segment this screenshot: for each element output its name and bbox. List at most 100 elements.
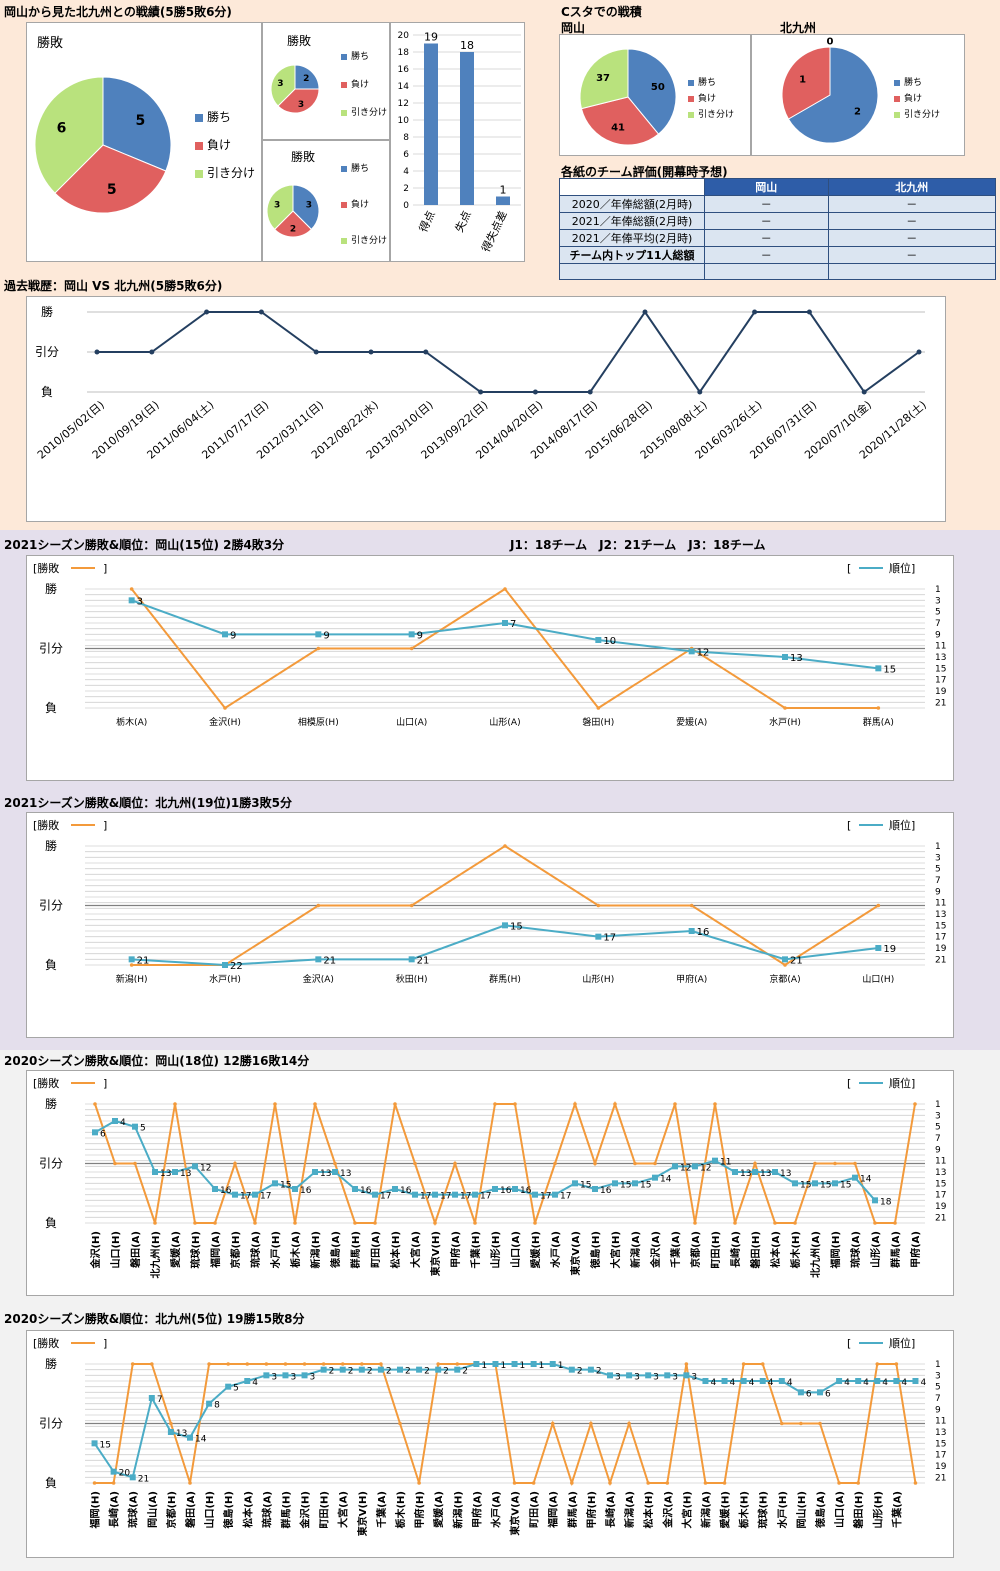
season-x-tick: 新潟(A) bbox=[629, 1231, 642, 1268]
pie-data-label: 3 bbox=[277, 79, 283, 89]
season-rank-point bbox=[532, 1191, 538, 1198]
season-rank-label: 13 bbox=[176, 1429, 187, 1439]
season-result-line bbox=[94, 1363, 917, 1487]
season-x-tick: 大宮(A) bbox=[337, 1491, 350, 1528]
legend-label-loss: 負け bbox=[698, 92, 716, 104]
season-rank-point bbox=[607, 1372, 613, 1379]
season-result-point bbox=[133, 1161, 137, 1166]
season-rank-label: 2 bbox=[348, 1367, 354, 1377]
season-rank-tick: 19 bbox=[935, 687, 947, 697]
season-rank-point bbox=[472, 1191, 478, 1198]
season-rank-label: 6 bbox=[806, 1389, 812, 1399]
season-x-tick: 松本(A) bbox=[241, 1491, 254, 1528]
season-rank-label: 3 bbox=[290, 1372, 296, 1382]
season-result-point bbox=[453, 1161, 457, 1166]
pie-data-label: 2 bbox=[854, 106, 861, 117]
pie-slice-loss bbox=[781, 46, 831, 120]
season-rank-point bbox=[832, 1180, 838, 1187]
season-x-tick: 徳島(A) bbox=[814, 1491, 827, 1529]
pie-slice-loss bbox=[273, 210, 313, 238]
season-rank-label: 2 bbox=[424, 1367, 430, 1377]
season-rank-label: 4 bbox=[749, 1378, 755, 1388]
season-rank-point bbox=[893, 1378, 900, 1384]
season-rank-point bbox=[664, 1372, 671, 1379]
season-axis-loss: 負 bbox=[45, 958, 57, 972]
season-rank-point bbox=[592, 1186, 598, 1192]
season-rank-point bbox=[452, 1191, 458, 1198]
season-rank-label: 2 bbox=[405, 1367, 411, 1377]
season-rank-label: 13 bbox=[790, 653, 803, 664]
season-result-line bbox=[94, 1100, 916, 1227]
season-rank-label: 15 bbox=[620, 1180, 631, 1190]
season-rank-point bbox=[874, 1378, 881, 1384]
legend-swatch-win bbox=[341, 166, 347, 172]
table-cell bbox=[559, 263, 705, 280]
season-rank-label: 3 bbox=[691, 1372, 697, 1382]
bar-y-tick: 16 bbox=[398, 65, 410, 75]
table-row bbox=[559, 263, 997, 280]
season-x-tick: 徳島(H) bbox=[222, 1491, 235, 1530]
pie-slice-draw bbox=[579, 48, 629, 110]
s2021-okayama-title: 2021シーズン勝敗&順位：岡山(15位) 2勝4敗3分 bbox=[4, 538, 285, 552]
legend-label-win: 勝ち bbox=[351, 50, 369, 62]
bar-category-label: 得点 bbox=[417, 209, 438, 234]
season-rank-point bbox=[172, 1169, 178, 1175]
team-evaluation-table: 岡山 北九州 2020／年俸総額(2月時) －－ 2021／年俸総額(2月時) －－… bbox=[559, 178, 997, 280]
season-result-point bbox=[253, 1221, 257, 1225]
season-rank-label: 4 bbox=[710, 1378, 716, 1388]
season-result-point bbox=[533, 1221, 537, 1225]
season-x-tick: 松本(H) bbox=[642, 1491, 655, 1529]
season-rank-point bbox=[282, 1372, 289, 1379]
home-pie-panel: 2 3 3 勝敗 勝ち 負け 引き分け bbox=[262, 22, 390, 140]
season-rank-point bbox=[797, 1389, 804, 1396]
season-rank-point bbox=[782, 654, 788, 660]
season-x-tick: 山口(A) bbox=[396, 717, 427, 728]
season-x-tick: 松本(A) bbox=[769, 1231, 782, 1268]
season-rank-tick: 21 bbox=[935, 955, 946, 965]
bar-data-label: 18 bbox=[460, 39, 474, 52]
season-x-tick: 水戸(A) bbox=[549, 1231, 562, 1269]
season-x-tick: 長崎(A) bbox=[604, 1491, 617, 1528]
season-result-point bbox=[873, 1221, 877, 1225]
season-rank-point bbox=[358, 1366, 365, 1373]
season-rank-label: 17 bbox=[420, 1192, 431, 1202]
season-rank-point bbox=[128, 956, 135, 963]
cstadium-kitakyushu-label: 北九州 bbox=[780, 21, 817, 35]
legend-label-win: 勝ち bbox=[904, 76, 922, 88]
season-rank-label: 12 bbox=[200, 1163, 211, 1173]
season-x-tick: 群馬(A) bbox=[566, 1491, 579, 1528]
season-rank-point bbox=[587, 1366, 594, 1373]
season-rank-point bbox=[232, 1191, 238, 1198]
result-legend-bracket: ] bbox=[103, 562, 107, 575]
season-result-point bbox=[409, 646, 414, 651]
history-point bbox=[313, 349, 319, 355]
season-x-tick: 山口(A) bbox=[833, 1491, 846, 1528]
season-x-tick: 新潟(H) bbox=[116, 973, 148, 985]
season-result-point bbox=[837, 1481, 841, 1485]
pie-slice-loss bbox=[580, 96, 660, 146]
pie-data-label: 2 bbox=[303, 74, 309, 84]
season-rank-label: 15 bbox=[580, 1180, 591, 1190]
season-rank-tick: 15 bbox=[935, 1439, 946, 1449]
overall-pie-panel: 5 5 6 勝敗 勝ち 負け 引き分け bbox=[26, 22, 262, 262]
season-rank-label: 3 bbox=[310, 1372, 316, 1382]
season-rank-label: 12 bbox=[697, 647, 710, 658]
season-x-tick: 山口(H) bbox=[203, 1491, 216, 1529]
season-x-tick: 栃木(H) bbox=[394, 1491, 407, 1529]
season-rank-tick: 1 bbox=[935, 842, 941, 852]
legend-swatch-draw bbox=[894, 112, 900, 118]
season-rank-point bbox=[435, 1366, 442, 1373]
season-rank-tick: 13 bbox=[935, 910, 946, 920]
season-rank-point bbox=[530, 1361, 537, 1367]
season-x-tick: 北九州(A) bbox=[809, 1231, 822, 1278]
season-rank-point bbox=[740, 1378, 747, 1384]
season-result-point bbox=[455, 1362, 460, 1366]
season-rank-point bbox=[645, 1372, 652, 1379]
legend-swatch-win bbox=[195, 114, 203, 122]
season-rank-label: 15 bbox=[820, 1180, 831, 1190]
season-result-point bbox=[893, 1221, 897, 1225]
season-result-point bbox=[207, 1362, 211, 1366]
table-cell bbox=[827, 263, 997, 280]
season-rank-point bbox=[292, 1186, 298, 1192]
season-x-tick: 東京V(H) bbox=[429, 1231, 442, 1276]
